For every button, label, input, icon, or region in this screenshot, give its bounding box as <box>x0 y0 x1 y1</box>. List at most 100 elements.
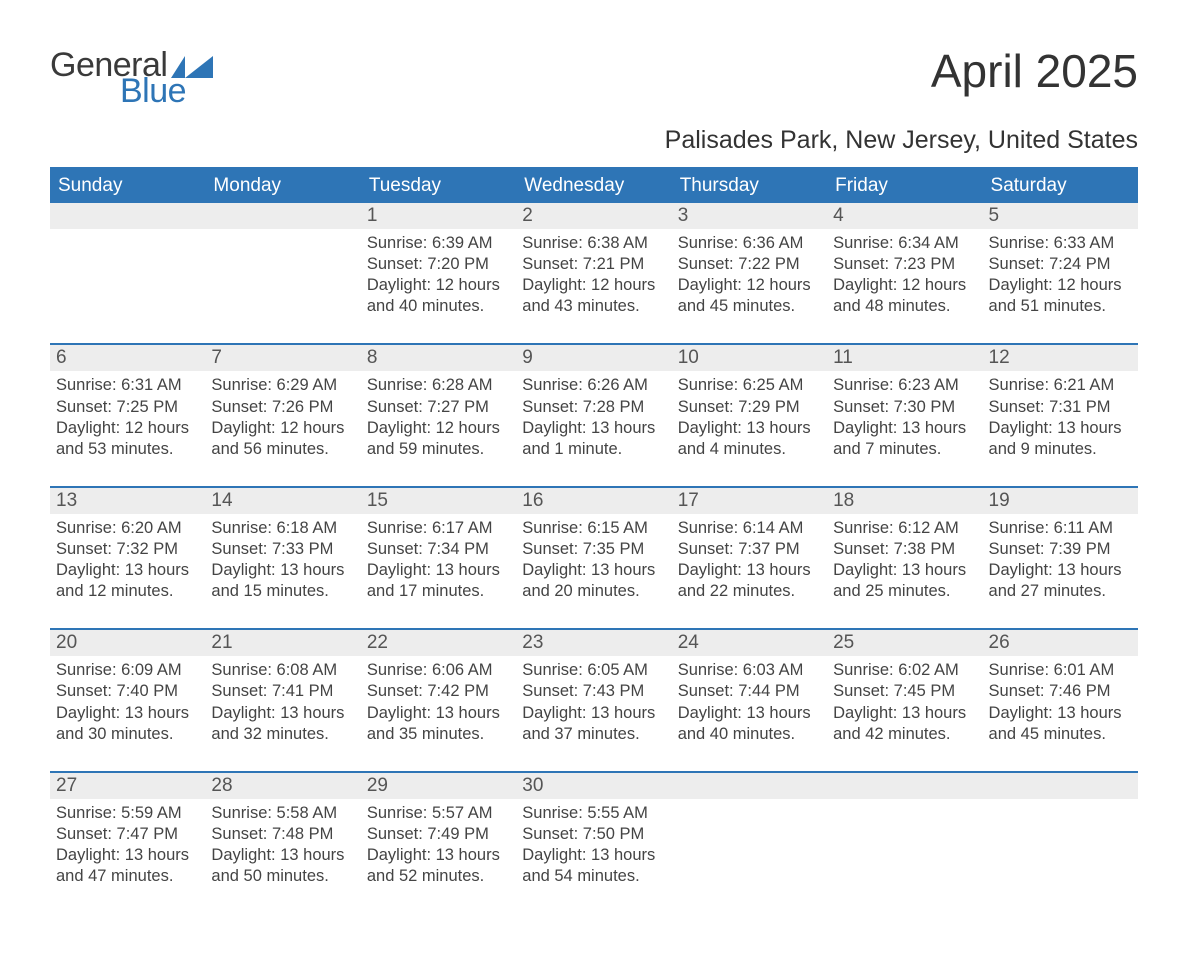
day-body: Sunrise: 6:21 AMSunset: 7:31 PMDaylight:… <box>983 371 1138 485</box>
day-info-line: Daylight: 13 hours <box>833 418 978 439</box>
day-info-line: Sunset: 7:50 PM <box>522 824 667 845</box>
day-info-line: Sunset: 7:23 PM <box>833 254 978 275</box>
calendar-day-cell: 1Sunrise: 6:39 AMSunset: 7:20 PMDaylight… <box>361 203 516 344</box>
day-info-line: Sunrise: 6:17 AM <box>367 518 512 539</box>
day-info-line: Sunrise: 6:09 AM <box>56 660 201 681</box>
day-info-line: Daylight: 12 hours <box>211 418 356 439</box>
day-info-line: and 12 minutes. <box>56 581 201 602</box>
day-info-line: Daylight: 13 hours <box>367 560 512 581</box>
day-info-line: Sunset: 7:37 PM <box>678 539 823 560</box>
day-info-line: Sunrise: 6:05 AM <box>522 660 667 681</box>
day-number <box>50 203 205 229</box>
calendar-page: General Blue April 2025 Palisades Park, … <box>0 0 1188 953</box>
day-info-line: and 43 minutes. <box>522 296 667 317</box>
day-info-line: and 42 minutes. <box>833 724 978 745</box>
day-number: 15 <box>361 488 516 514</box>
day-info-line: Daylight: 13 hours <box>522 560 667 581</box>
logo: General Blue <box>50 48 213 108</box>
calendar-day-cell: 5Sunrise: 6:33 AMSunset: 7:24 PMDaylight… <box>983 203 1138 344</box>
day-number: 30 <box>516 773 671 799</box>
day-number: 17 <box>672 488 827 514</box>
day-info-line: Daylight: 13 hours <box>833 560 978 581</box>
day-info-line: Daylight: 13 hours <box>522 418 667 439</box>
day-number: 23 <box>516 630 671 656</box>
calendar-week: 13Sunrise: 6:20 AMSunset: 7:32 PMDayligh… <box>50 487 1138 629</box>
day-info-line: Sunset: 7:43 PM <box>522 681 667 702</box>
day-info-line: Sunrise: 6:06 AM <box>367 660 512 681</box>
day-body: Sunrise: 6:25 AMSunset: 7:29 PMDaylight:… <box>672 371 827 485</box>
day-number: 26 <box>983 630 1138 656</box>
page-title: April 2025 <box>931 44 1138 98</box>
day-number: 3 <box>672 203 827 229</box>
day-info-line: Sunset: 7:34 PM <box>367 539 512 560</box>
day-body: Sunrise: 6:20 AMSunset: 7:32 PMDaylight:… <box>50 514 205 628</box>
calendar-day-cell: 25Sunrise: 6:02 AMSunset: 7:45 PMDayligh… <box>827 629 982 771</box>
calendar-day-cell: 10Sunrise: 6:25 AMSunset: 7:29 PMDayligh… <box>672 344 827 486</box>
day-info-line: Daylight: 13 hours <box>211 560 356 581</box>
day-body: Sunrise: 5:57 AMSunset: 7:49 PMDaylight:… <box>361 799 516 913</box>
calendar-day-cell: 26Sunrise: 6:01 AMSunset: 7:46 PMDayligh… <box>983 629 1138 771</box>
day-info-line: Sunset: 7:30 PM <box>833 397 978 418</box>
calendar-day-cell: 23Sunrise: 6:05 AMSunset: 7:43 PMDayligh… <box>516 629 671 771</box>
day-number: 21 <box>205 630 360 656</box>
day-info-line: Sunrise: 6:14 AM <box>678 518 823 539</box>
day-info-line: Sunset: 7:49 PM <box>367 824 512 845</box>
calendar-day-cell: 8Sunrise: 6:28 AMSunset: 7:27 PMDaylight… <box>361 344 516 486</box>
day-body: Sunrise: 6:02 AMSunset: 7:45 PMDaylight:… <box>827 656 982 770</box>
day-info-line: and 51 minutes. <box>989 296 1134 317</box>
day-body: Sunrise: 6:39 AMSunset: 7:20 PMDaylight:… <box>361 229 516 343</box>
calendar-week: 1Sunrise: 6:39 AMSunset: 7:20 PMDaylight… <box>50 203 1138 344</box>
day-number: 29 <box>361 773 516 799</box>
location-subtitle: Palisades Park, New Jersey, United State… <box>50 126 1138 155</box>
weekday-header-row: Sunday Monday Tuesday Wednesday Thursday… <box>50 168 1138 203</box>
day-info-line: Sunrise: 6:36 AM <box>678 233 823 254</box>
day-info-line: Sunrise: 5:58 AM <box>211 803 356 824</box>
day-info-line: Sunset: 7:40 PM <box>56 681 201 702</box>
day-info-line: Sunset: 7:48 PM <box>211 824 356 845</box>
day-info-line: and 22 minutes. <box>678 581 823 602</box>
day-info-line: Daylight: 13 hours <box>211 703 356 724</box>
day-info-line: and 32 minutes. <box>211 724 356 745</box>
day-number: 6 <box>50 345 205 371</box>
day-info-line: and 27 minutes. <box>989 581 1134 602</box>
day-info-line: Daylight: 13 hours <box>989 703 1134 724</box>
calendar-day-cell: 12Sunrise: 6:21 AMSunset: 7:31 PMDayligh… <box>983 344 1138 486</box>
day-body: Sunrise: 6:38 AMSunset: 7:21 PMDaylight:… <box>516 229 671 343</box>
day-info-line: and 17 minutes. <box>367 581 512 602</box>
day-info-line: Daylight: 13 hours <box>678 703 823 724</box>
weekday-header: Wednesday <box>516 168 671 203</box>
day-info-line: Daylight: 12 hours <box>367 275 512 296</box>
calendar-day-cell: 28Sunrise: 5:58 AMSunset: 7:48 PMDayligh… <box>205 772 360 913</box>
day-number: 5 <box>983 203 1138 229</box>
weekday-header: Saturday <box>983 168 1138 203</box>
day-body: Sunrise: 6:17 AMSunset: 7:34 PMDaylight:… <box>361 514 516 628</box>
day-info-line: Sunrise: 6:01 AM <box>989 660 1134 681</box>
day-number <box>205 203 360 229</box>
day-info-line: Sunset: 7:26 PM <box>211 397 356 418</box>
calendar-day-cell: 3Sunrise: 6:36 AMSunset: 7:22 PMDaylight… <box>672 203 827 344</box>
day-body: Sunrise: 6:06 AMSunset: 7:42 PMDaylight:… <box>361 656 516 770</box>
day-info-line: and 53 minutes. <box>56 439 201 460</box>
day-info-line: Daylight: 12 hours <box>833 275 978 296</box>
day-info-line: Sunrise: 6:31 AM <box>56 375 201 396</box>
day-info-line: and 45 minutes. <box>989 724 1134 745</box>
calendar-day-cell: 16Sunrise: 6:15 AMSunset: 7:35 PMDayligh… <box>516 487 671 629</box>
day-info-line: Daylight: 13 hours <box>56 560 201 581</box>
day-body: Sunrise: 6:05 AMSunset: 7:43 PMDaylight:… <box>516 656 671 770</box>
day-info-line: Daylight: 12 hours <box>989 275 1134 296</box>
day-body: Sunrise: 6:14 AMSunset: 7:37 PMDaylight:… <box>672 514 827 628</box>
day-info-line: and 7 minutes. <box>833 439 978 460</box>
day-info-line: Daylight: 12 hours <box>367 418 512 439</box>
day-info-line: Sunrise: 6:15 AM <box>522 518 667 539</box>
weekday-header: Tuesday <box>361 168 516 203</box>
day-info-line: Sunrise: 6:21 AM <box>989 375 1134 396</box>
calendar-day-cell: 15Sunrise: 6:17 AMSunset: 7:34 PMDayligh… <box>361 487 516 629</box>
weekday-header: Monday <box>205 168 360 203</box>
day-number <box>827 773 982 799</box>
calendar-day-cell: 30Sunrise: 5:55 AMSunset: 7:50 PMDayligh… <box>516 772 671 913</box>
day-info-line: Sunset: 7:27 PM <box>367 397 512 418</box>
day-info-line: Daylight: 12 hours <box>522 275 667 296</box>
day-body: Sunrise: 6:28 AMSunset: 7:27 PMDaylight:… <box>361 371 516 485</box>
day-body: Sunrise: 6:08 AMSunset: 7:41 PMDaylight:… <box>205 656 360 770</box>
calendar-day-cell: 9Sunrise: 6:26 AMSunset: 7:28 PMDaylight… <box>516 344 671 486</box>
